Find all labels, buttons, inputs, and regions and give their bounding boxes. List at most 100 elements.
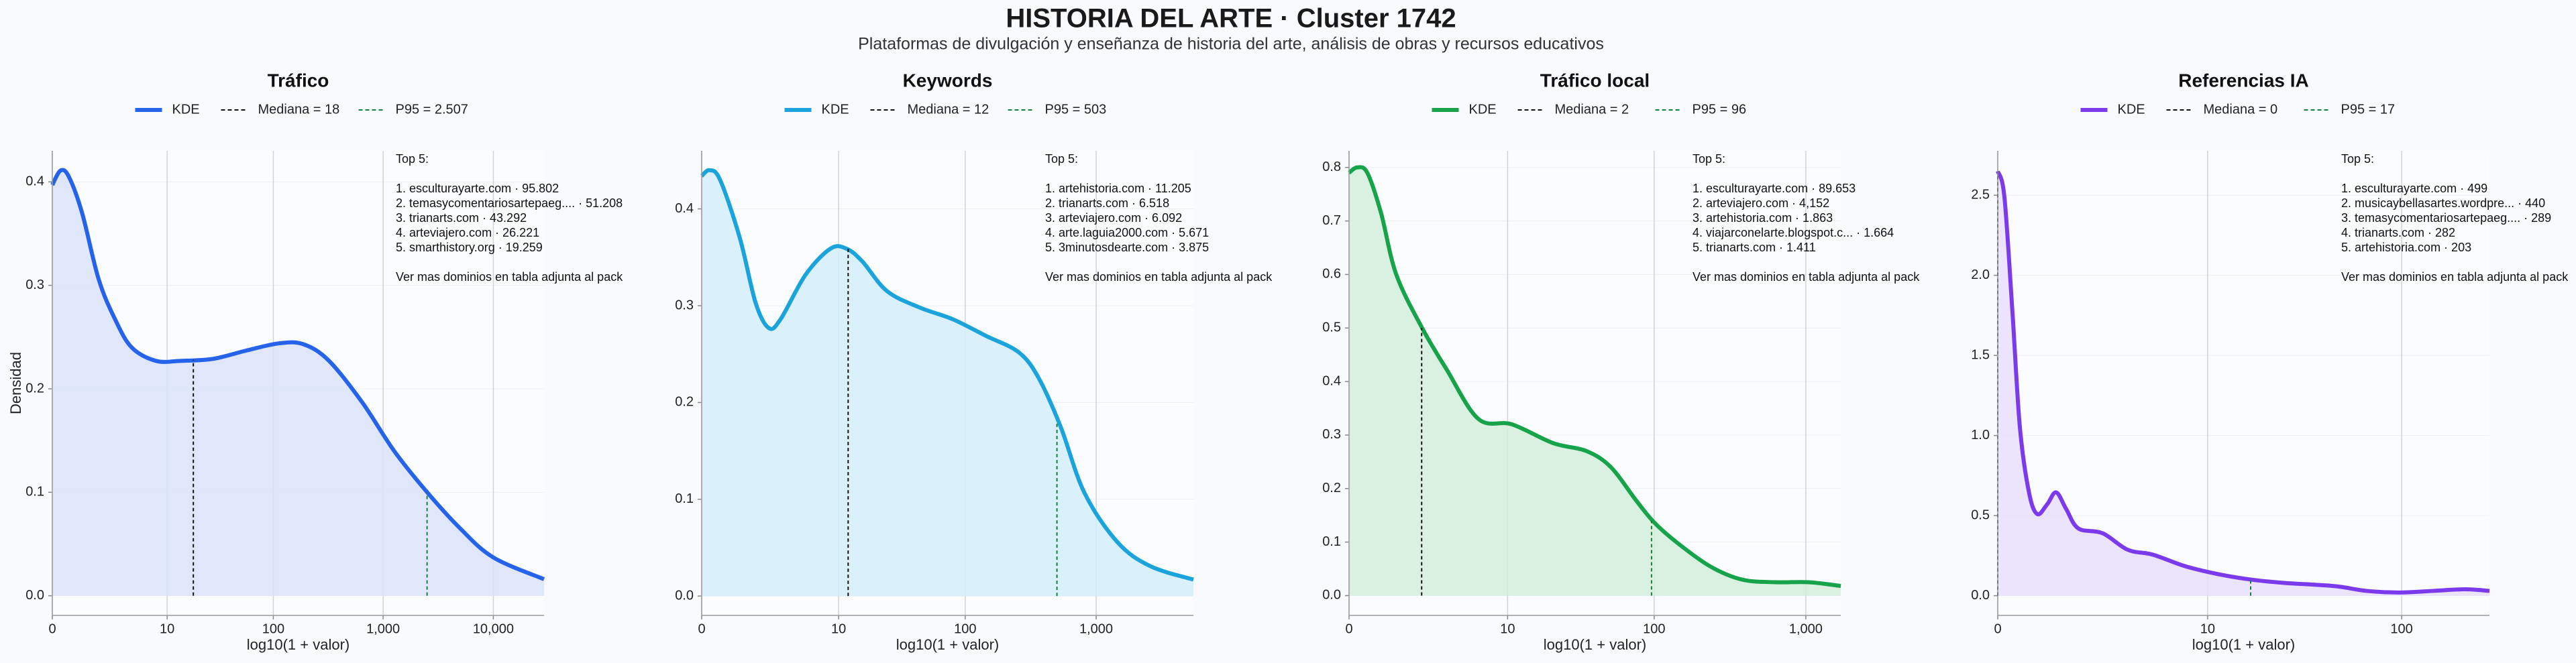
legend-label: P95 = 503 (1045, 102, 1107, 117)
y-tick-label: 0.7 (1322, 213, 1341, 228)
y-tick-label: 0.4 (675, 201, 694, 216)
legend-label: P95 = 17 (2341, 102, 2396, 117)
legend-label: Mediana = 2 (1555, 102, 1629, 117)
legend-label: P95 = 96 (1693, 102, 1747, 117)
annotation-item: 5. artehistoria.com · 203 (2341, 241, 2471, 254)
annotation-heading: Top 5: (1693, 152, 1725, 166)
y-tick-label: 2.0 (1971, 267, 1990, 282)
y-tick-label: 0.1 (25, 485, 44, 499)
annotation-item: 4. trianarts.com · 282 (2341, 226, 2455, 239)
x-tick-label: 0 (48, 621, 56, 636)
annotation-footer: Ver mas dominios en tabla adjunta al pac… (396, 270, 623, 284)
legend-label: Mediana = 0 (2204, 102, 2278, 117)
annotation-item: 2. musicaybellasartes.wordpre... · 440 (2341, 196, 2545, 210)
annotation-item: 4. viajarconelarte.blogspot.c... · 1.664 (1693, 226, 1894, 239)
x-tick-label: 100 (954, 621, 976, 636)
y-tick-label: 1.5 (1971, 347, 1990, 362)
x-axis-label: log10(1 + valor) (247, 636, 350, 653)
y-tick-label: 0.8 (1322, 160, 1341, 174)
y-tick-label: 1.0 (1971, 428, 1990, 442)
panel-title: Keywords (903, 70, 993, 91)
annotation-item: 4. arte.laguia2000.com · 5.671 (1045, 226, 1209, 239)
annotation-item: 5. 3minutosdearte.com · 3.875 (1045, 241, 1209, 254)
y-tick-label: 0.0 (1971, 588, 1990, 603)
y-tick-label: 0.3 (1322, 427, 1341, 442)
annotation-item: 1. artehistoria.com · 11.205 (1045, 182, 1191, 195)
annotation-heading: Top 5: (396, 152, 429, 166)
annotation-item: 3. temasycomentariosartepaeg.... · 289 (2341, 211, 2551, 225)
annotation-item: 3. arteviajero.com · 6.092 (1045, 211, 1182, 225)
kde-area (1349, 167, 1841, 596)
x-axis-label: log10(1 + valor) (896, 636, 999, 653)
y-tick-label: 2.5 (1971, 187, 1990, 202)
panel-title: Tráfico (268, 70, 329, 91)
y-tick-label: 0.5 (1971, 507, 1990, 522)
annotation-item: 1. esculturayarte.com · 95.802 (396, 182, 559, 195)
annotation-item: 1. esculturayarte.com · 89.653 (1693, 182, 1856, 195)
legend-label: Mediana = 18 (258, 102, 340, 117)
x-tick-label: 10 (1500, 621, 1515, 636)
annotation-item: 4. arteviajero.com · 26.221 (396, 226, 539, 239)
kde-area (52, 170, 544, 596)
kde-line (1996, 170, 2490, 595)
legend-label: KDE (2118, 102, 2145, 117)
x-tick-label: 10 (831, 621, 846, 636)
annotation-heading: Top 5: (1045, 152, 1078, 166)
x-tick-label: 100 (1643, 621, 1665, 636)
y-tick-label: 0.0 (675, 588, 694, 603)
annotation-item: 5. trianarts.com · 1.411 (1693, 241, 1816, 254)
x-tick-label: 0 (1345, 621, 1352, 636)
y-tick-label: 0.4 (25, 174, 44, 189)
legend-label: KDE (1469, 102, 1497, 117)
annotation-footer: Ver mas dominios en tabla adjunta al pac… (1045, 270, 1273, 284)
y-tick-label: 0.4 (1322, 373, 1341, 388)
x-tick-label: 1,000 (1789, 621, 1823, 636)
legend-label: KDE (822, 102, 849, 117)
x-tick-label: 0 (698, 621, 705, 636)
kde-line (1348, 165, 1841, 589)
y-tick-label: 0.2 (675, 395, 694, 410)
y-tick-label: 0.6 (1322, 267, 1341, 282)
panel-title: Tráfico local (1540, 70, 1650, 91)
x-tick-label: 100 (2390, 621, 2412, 636)
y-tick-label: 0.2 (25, 381, 44, 396)
x-axis-label: log10(1 + valor) (1544, 636, 1646, 653)
y-tick-label: 0.3 (675, 298, 694, 312)
x-tick-label: 10 (2200, 621, 2215, 636)
annotation-item: 3. trianarts.com · 43.292 (396, 211, 527, 225)
chart-subtitle: Plataformas de divulgación y enseñanza d… (858, 35, 1604, 54)
annotation-item: 2. temasycomentariosartepaeg.... · 51.20… (396, 196, 623, 210)
y-tick-label: 0.0 (25, 588, 44, 603)
legend-label: Mediana = 12 (908, 102, 989, 117)
x-tick-label: 1,000 (1079, 621, 1113, 636)
kde-area (1998, 171, 2489, 596)
y-tick-label: 0.5 (1322, 320, 1341, 335)
panel-title: Referencias IA (2178, 70, 2309, 91)
annotation-item: 5. smarthistory.org · 19.259 (396, 241, 543, 254)
annotation-item: 2. trianarts.com · 6.518 (1045, 196, 1169, 210)
kde-area (702, 170, 1193, 597)
x-tick-label: 100 (262, 621, 284, 636)
annotation-item: 3. artehistoria.com · 1.863 (1693, 211, 1833, 225)
legend-label: KDE (172, 102, 200, 117)
kde-line (700, 168, 1194, 582)
annotation-heading: Top 5: (2341, 152, 2374, 166)
x-tick-label: 0 (1994, 621, 2001, 636)
x-tick-label: 10,000 (473, 621, 514, 636)
x-tick-label: 1,000 (366, 621, 400, 636)
chart-title: HISTORIA DEL ARTE · Cluster 1742 (1006, 4, 1456, 34)
annotation-footer: Ver mas dominios en tabla adjunta al pac… (2341, 270, 2569, 284)
legend-label: P95 = 2.507 (396, 102, 468, 117)
y-tick-label: 0.1 (1322, 534, 1341, 549)
y-tick-label: 0.0 (1322, 588, 1341, 603)
x-tick-label: 10 (160, 621, 174, 636)
annotation-footer: Ver mas dominios en tabla adjunta al pac… (1693, 270, 1920, 284)
y-tick-label: 0.2 (1322, 481, 1341, 495)
x-axis-label: log10(1 + valor) (2192, 636, 2295, 653)
y-axis-label: Densidad (7, 352, 24, 414)
annotation-item: 2. arteviajero.com · 4,152 (1693, 196, 1829, 210)
y-tick-label: 0.3 (25, 278, 44, 292)
annotation-item: 1. esculturayarte.com · 499 (2341, 182, 2487, 195)
